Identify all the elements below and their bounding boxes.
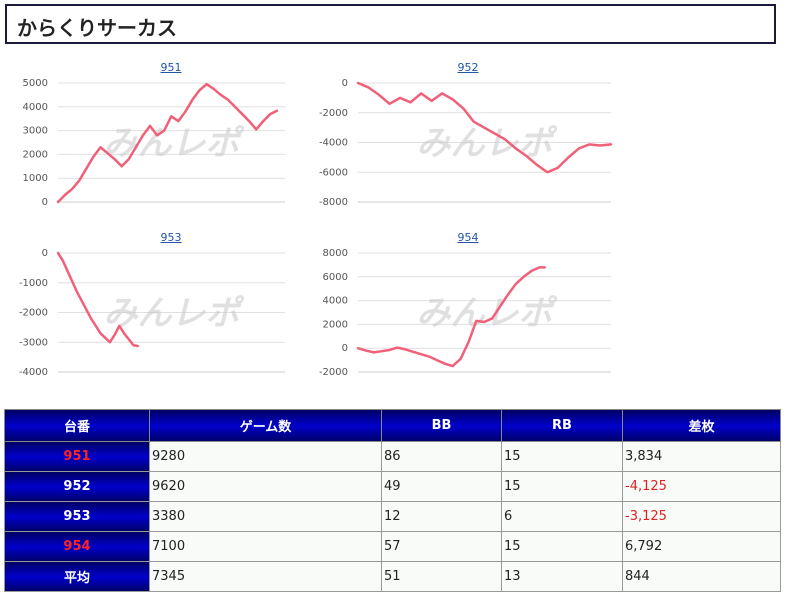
chart-952: -8000 -6000 -4000 -2000 0 みんレポ <box>300 78 620 212</box>
y-tick-label: 1000 <box>23 173 48 184</box>
row-id: 951 <box>4 441 150 472</box>
chart-link-952[interactable]: 952 <box>457 61 479 74</box>
chart-954: -2000 0 2000 4000 6000 8000 みんレポ <box>300 248 620 382</box>
y-tick-label: 4000 <box>23 102 48 113</box>
row-games: 7345 <box>149 561 382 592</box>
header-machine-number: 台番 <box>4 409 150 442</box>
row-diff: 844 <box>622 561 781 592</box>
table-header-row: 台番 ゲーム数 BB RB 差枚 <box>4 409 781 442</box>
series-line <box>356 266 546 368</box>
table-row: 951 9280 86 15 3,834 <box>4 441 781 472</box>
series-line <box>56 82 279 204</box>
watermark: みんレポ <box>104 294 245 334</box>
row-games: 3380 <box>149 501 382 532</box>
row-diff: -3,125 <box>622 501 781 532</box>
series-line <box>356 81 613 174</box>
watermark: みんレポ <box>417 294 558 334</box>
y-tick-label: -2000 <box>319 367 348 378</box>
row-id: 952 <box>4 471 150 502</box>
y-tick-label: 4000 <box>323 296 348 307</box>
y-tick-label: 3000 <box>23 126 48 137</box>
y-tick-label: -4000 <box>319 138 348 149</box>
page-title-box: からくりサーカス <box>5 4 776 44</box>
row-id: 平均 <box>4 561 150 592</box>
row-games: 7100 <box>149 531 382 562</box>
y-tick-label: -8000 <box>319 197 348 208</box>
header-rb: RB <box>501 409 623 442</box>
row-diff: 6,792 <box>622 531 781 562</box>
y-tick-label: 2000 <box>323 319 348 330</box>
row-diff: 3,834 <box>622 441 781 472</box>
row-games: 9620 <box>149 471 382 502</box>
chart-link-951[interactable]: 951 <box>160 61 182 74</box>
y-tick-label: 0 <box>42 197 48 208</box>
row-rb: 15 <box>501 531 623 562</box>
y-tick-label: -4000 <box>19 367 48 378</box>
series-line <box>56 251 140 348</box>
row-games: 9280 <box>149 441 382 472</box>
table-row: 953 3380 12 6 -3,125 <box>4 501 781 532</box>
y-tick-label: -3000 <box>19 337 48 348</box>
row-rb: 15 <box>501 471 623 502</box>
header-games: ゲーム数 <box>149 409 382 442</box>
table-row-average: 平均 7345 51 13 844 <box>4 561 781 592</box>
y-tick-label: -6000 <box>319 167 348 178</box>
chart-953: -4000 -3000 -2000 -1000 0 みんレポ <box>0 248 300 382</box>
row-id: 954 <box>4 531 150 562</box>
y-tick-label: 6000 <box>323 272 348 283</box>
page-title: からくりサーカス <box>17 16 177 40</box>
row-bb: 86 <box>381 441 502 472</box>
table-row: 952 9620 49 15 -4,125 <box>4 471 781 502</box>
watermark: みんレポ <box>104 124 245 164</box>
header-diff: 差枚 <box>622 409 781 442</box>
row-bb: 49 <box>381 471 502 502</box>
row-bb: 57 <box>381 531 502 562</box>
chart-link-953[interactable]: 953 <box>160 231 182 244</box>
chart-link-954[interactable]: 954 <box>457 231 479 244</box>
row-rb: 15 <box>501 441 623 472</box>
row-diff: -4,125 <box>622 471 781 502</box>
chart-951-svg: 0 1000 2000 3000 4000 5000 みんレポ <box>23 78 285 208</box>
row-rb: 13 <box>501 561 623 592</box>
y-tick-label: 5000 <box>23 78 48 89</box>
y-tick-label: 2000 <box>23 149 48 160</box>
y-tick-label: 0 <box>342 78 348 89</box>
header-bb: BB <box>381 409 502 442</box>
chart-954-svg: -2000 0 2000 4000 6000 8000 みんレポ <box>319 248 611 378</box>
y-tick-label: -1000 <box>19 278 48 289</box>
y-tick-label: -2000 <box>319 108 348 119</box>
row-rb: 6 <box>501 501 623 532</box>
results-table: 台番 ゲーム数 BB RB 差枚 951 9280 86 15 3,834 95… <box>4 409 781 592</box>
y-tick-label: 0 <box>42 248 48 259</box>
table-row: 954 7100 57 15 6,792 <box>4 531 781 562</box>
y-tick-label: 8000 <box>323 248 348 259</box>
row-bb: 12 <box>381 501 502 532</box>
y-tick-label: 0 <box>342 343 348 354</box>
chart-951: 0 1000 2000 3000 4000 5000 みんレポ <box>0 78 300 212</box>
row-bb: 51 <box>381 561 502 592</box>
y-tick-label: -2000 <box>19 308 48 319</box>
row-id: 953 <box>4 501 150 532</box>
chart-953-svg: -4000 -3000 -2000 -1000 0 みんレポ <box>19 248 285 378</box>
